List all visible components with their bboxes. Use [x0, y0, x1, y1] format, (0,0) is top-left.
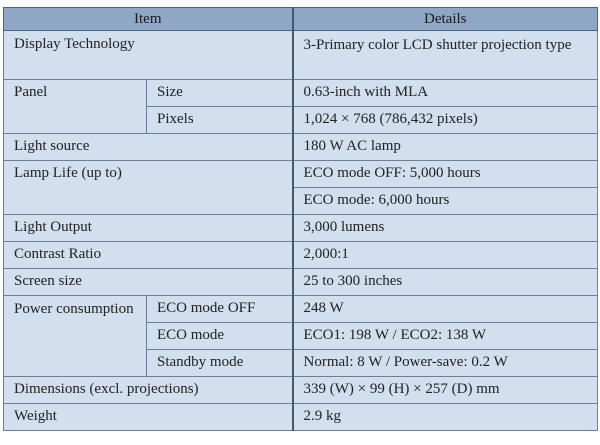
light-source-value: 180 W AC lamp [291, 133, 598, 161]
table-row: Panel Size 0.63-inch with MLA [3, 79, 598, 134]
table-row: Contrast Ratio 2,000:1 [3, 241, 598, 269]
panel-pixels-label: Pixels [146, 106, 293, 134]
table-row: Weight 2.9 kg [3, 403, 598, 431]
header-details: Details [291, 7, 598, 31]
table-row: Power consumption ECO mode OFF 248 W [3, 295, 598, 377]
lamp-life-label: Lamp Life (up to) [3, 160, 293, 215]
display-technology-label: Display Technology [3, 30, 293, 80]
screen-size-value: 25 to 300 inches [291, 268, 598, 296]
display-technology-value: 3-Primary color LCD shutter projection t… [291, 30, 598, 80]
screen-size-label: Screen size [3, 268, 293, 296]
table-row: Lamp Life (up to) ECO mode OFF: 5,000 ho… [3, 160, 598, 215]
specifications-table: Item Details Display Technology 3-Primar… [3, 7, 598, 431]
contrast-ratio-value: 2,000:1 [291, 241, 598, 269]
power-standby-value: Normal: 8 W / Power-save: 0.2 W [291, 349, 598, 377]
weight-label: Weight [3, 403, 293, 431]
panel-pixels-value: 1,024 × 768 (786,432 pixels) [291, 106, 598, 134]
lamp-life-eco-off-value: ECO mode OFF: 5,000 hours [291, 160, 598, 188]
dimensions-value: 339 (W) × 99 (H) × 257 (D) mm [291, 376, 598, 404]
header-item: Item [3, 7, 293, 31]
weight-value: 2.9 kg [291, 403, 598, 431]
power-consumption-label: Power consumption [3, 295, 147, 377]
panel-size-value: 0.63-inch with MLA [291, 79, 598, 107]
table-row: Light Output 3,000 lumens [3, 214, 598, 242]
panel-label: Panel [3, 79, 147, 134]
power-standby-label: Standby mode [146, 349, 293, 377]
table-row: Light source 180 W AC lamp [3, 133, 598, 161]
power-eco-off-label: ECO mode OFF [146, 295, 293, 323]
table-row: Display Technology 3-Primary color LCD s… [3, 30, 598, 80]
power-eco-label: ECO mode [146, 322, 293, 350]
table-row: Standby mode Normal: 8 W / Power-save: 0… [4, 349, 598, 377]
dimensions-label: Dimensions (excl. projections) [3, 376, 293, 404]
table-header-row: Item Details [3, 7, 598, 31]
light-output-label: Light Output [3, 214, 293, 242]
lamp-life-eco-value: ECO mode: 6,000 hours [291, 187, 598, 215]
spec-table-container: Item Details Display Technology 3-Primar… [3, 7, 598, 431]
power-eco-value: ECO1: 198 W / ECO2: 138 W [291, 322, 598, 350]
panel-size-label: Size [146, 79, 293, 107]
power-eco-off-value: 248 W [291, 295, 598, 323]
table-row: Dimensions (excl. projections) 339 (W) ×… [3, 376, 598, 404]
table-row: Screen size 25 to 300 inches [3, 268, 598, 296]
light-source-label: Light source [3, 133, 293, 161]
table-row: Pixels 1,024 × 768 (786,432 pixels) [4, 106, 598, 134]
contrast-ratio-label: Contrast Ratio [3, 241, 293, 269]
table-row: ECO mode ECO1: 198 W / ECO2: 138 W [4, 322, 598, 350]
light-output-value: 3,000 lumens [291, 214, 598, 242]
